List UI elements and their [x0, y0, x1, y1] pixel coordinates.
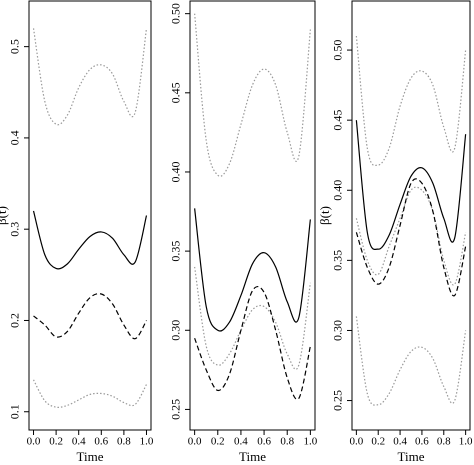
x-tick-label: 0.2 — [49, 436, 63, 448]
x-tick-label: 0.8 — [280, 436, 294, 448]
x-tick-label: 0.4 — [234, 436, 248, 448]
line-series — [355, 120, 467, 250]
y-tick-label: 0.30 — [169, 320, 183, 341]
y-tick-label: 0.35 — [169, 241, 183, 262]
x-tick-label: 0.6 — [94, 436, 108, 448]
y-tick-label: 0.3 — [8, 222, 22, 237]
y-tick-label: 0.35 — [331, 250, 345, 271]
y-tick-label: 0.50 — [331, 40, 345, 61]
plot-frame — [351, 0, 471, 431]
y-axis-label: β(t) — [317, 206, 332, 225]
plot-frame — [28, 0, 152, 431]
line-series — [194, 208, 311, 332]
x-tick-label: 0.2 — [371, 436, 385, 448]
x-tick-label: 1.0 — [459, 436, 473, 448]
y-tick-label: 0.40 — [169, 161, 183, 182]
x-tick-label: 0.6 — [415, 436, 429, 448]
line-series — [32, 379, 148, 408]
y-tick-label: 0.1 — [8, 404, 22, 419]
y-tick-label: 0.45 — [331, 110, 345, 131]
x-axis-label: Time — [239, 449, 266, 464]
plot-frame — [189, 0, 316, 431]
line-series — [355, 316, 467, 406]
x-axis-label: Time — [398, 449, 425, 464]
x-tick-label: 0.2 — [211, 436, 225, 448]
x-tick-label: 0.0 — [188, 436, 202, 448]
line-series — [194, 286, 311, 401]
x-tick-label: 0.0 — [27, 436, 41, 448]
x-tick-label: 0.6 — [257, 436, 271, 448]
x-tick-label: 1.0 — [140, 436, 154, 448]
line-series — [194, 266, 311, 370]
x-axis-label: Time — [77, 449, 104, 464]
x-tick-label: 0.4 — [393, 436, 407, 448]
line-series — [33, 293, 148, 340]
y-tick-label: 0.5 — [8, 39, 22, 54]
y-tick-label: 0.25 — [169, 399, 183, 420]
y-axis-label: β(t) — [0, 206, 9, 225]
line-series — [32, 210, 148, 270]
x-tick-label: 0.0 — [349, 436, 363, 448]
x-tick-label: 0.4 — [72, 436, 86, 448]
y-tick-label: 0.4 — [8, 130, 22, 145]
y-tick-label: 0.45 — [169, 82, 183, 103]
x-tick-label: 0.8 — [117, 436, 131, 448]
line-series — [355, 35, 467, 167]
y-tick-label: 0.2 — [8, 313, 22, 328]
y-tick-label: 0.40 — [331, 180, 345, 201]
line-series — [194, 13, 311, 177]
x-tick-label: 1.0 — [303, 436, 317, 448]
line-series — [32, 28, 148, 126]
y-tick-label: 0.30 — [331, 320, 345, 341]
y-tick-label: 0.50 — [169, 3, 183, 24]
x-tick-label: 0.8 — [437, 436, 451, 448]
y-tick-label: 0.25 — [331, 390, 345, 411]
